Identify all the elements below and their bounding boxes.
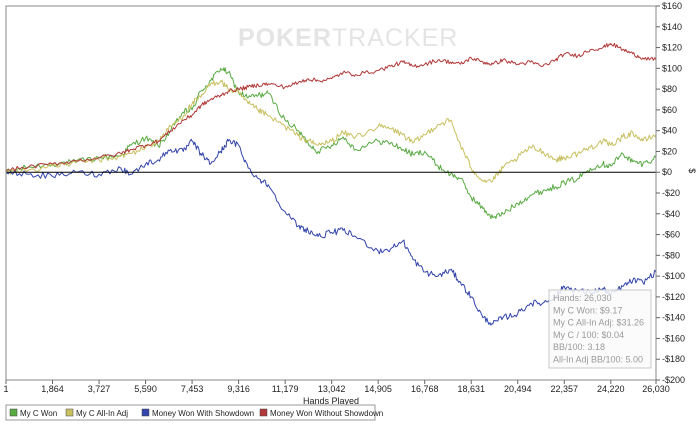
tooltip-line: BB/100: 3.18 (553, 342, 605, 352)
legend-swatch (259, 408, 268, 417)
legend: My C Won My C All-In Adj Money Won With Sh… (5, 404, 383, 421)
y-tick-label: $40 (662, 126, 677, 136)
series-line-my-c-won (5, 67, 657, 220)
y-tick-label: -$80 (662, 250, 680, 260)
y-tick-label: -$40 (662, 209, 680, 219)
y-tick-label: $120 (662, 43, 682, 53)
watermark-bold: POKER (238, 24, 332, 52)
x-tick-label: 26,030 (642, 384, 670, 394)
tooltip-line: Hands: 26,030 (553, 293, 612, 303)
x-tick-label: 16,768 (411, 384, 439, 394)
y-tick-label: -$120 (662, 292, 685, 302)
watermark-text: POKERTRACKER (238, 24, 458, 52)
x-tick-label: 11,179 (272, 384, 299, 394)
legend-swatch (9, 408, 18, 417)
legend-swatch (141, 408, 150, 417)
x-tick-label: 20,494 (504, 384, 532, 394)
legend-label: My C Won (20, 409, 57, 418)
legend-swatch (65, 408, 74, 417)
x-tick-label: 14,905 (364, 384, 392, 394)
y-tick-label: $20 (662, 146, 677, 156)
y-tick-label: -$160 (662, 333, 685, 343)
x-tick-label: 1,864 (41, 384, 64, 394)
legend-item[interactable]: Money Won With Showdown (141, 408, 254, 418)
series-line-money-won-without-showdown (5, 42, 657, 172)
legend-item[interactable]: Money Won Without Showdown (259, 408, 383, 418)
y-tick-label: -$100 (662, 271, 685, 281)
legend-box (5, 404, 376, 421)
y-tick-label: -$140 (662, 313, 685, 323)
x-tick-label: 9,316 (227, 384, 250, 394)
y-axis: -$200 -$180 -$160 -$140 -$120 -$100 -$80 -$60 -$… (656, 1, 685, 385)
x-tick-label: 1 (3, 384, 8, 394)
legend-label: My C All-In Adj (76, 409, 128, 418)
y-tick-label: $160 (662, 1, 682, 11)
x-tick-label: 22,357 (551, 384, 579, 394)
y-tick-label: -$60 (662, 230, 680, 240)
y-tick-label: -$180 (662, 354, 685, 364)
y-axis-title: $ (687, 168, 697, 173)
watermark: POKERTRACKER (238, 24, 458, 52)
x-axis-title: Hands Played (303, 396, 359, 406)
y-tick-label: -$20 (662, 188, 680, 198)
y-tick-label: -$200 (662, 375, 685, 385)
tooltip-line: My C / 100: $0.04 (553, 330, 624, 340)
x-tick-label: 18,631 (457, 384, 485, 394)
x-tick-label: 7,453 (181, 384, 204, 394)
y-tick-label: $100 (662, 63, 682, 73)
tooltip-line: All-In Adj BB/100: 5.00 (553, 355, 643, 365)
x-tick-label: 24,220 (597, 384, 625, 394)
y-tick-label: $60 (662, 105, 677, 115)
legend-label: Money Won Without Showdown (270, 409, 383, 418)
tooltip-box (548, 289, 652, 369)
x-tick-label: 3,727 (88, 384, 111, 394)
series-line-my-c-all-in-adj (5, 79, 657, 183)
x-axis: 1 1,864 3,727 5,590 7,453 9,316 11,179 13,042 14… (3, 380, 670, 394)
y-tick-label: $140 (662, 22, 682, 32)
tooltip-line: My C All-In Adj: $31.26 (553, 318, 644, 328)
plot-lines (5, 42, 657, 326)
tooltip: Hands: 26,030 My C Won: $9.17 My C All-In … (548, 289, 652, 369)
legend-label: Money Won With Showdown (152, 409, 254, 418)
legend-item[interactable]: My C All-In Adj (65, 408, 128, 418)
x-tick-label: 5,590 (134, 384, 157, 394)
x-tick-label: 13,042 (318, 384, 346, 394)
legend-item[interactable]: My C Won (9, 408, 57, 418)
y-tick-label: $80 (662, 84, 677, 94)
y-tick-label: $0 (662, 167, 672, 177)
watermark-light: TRACKER (332, 24, 458, 52)
tooltip-line: My C Won: $9.17 (553, 305, 622, 315)
